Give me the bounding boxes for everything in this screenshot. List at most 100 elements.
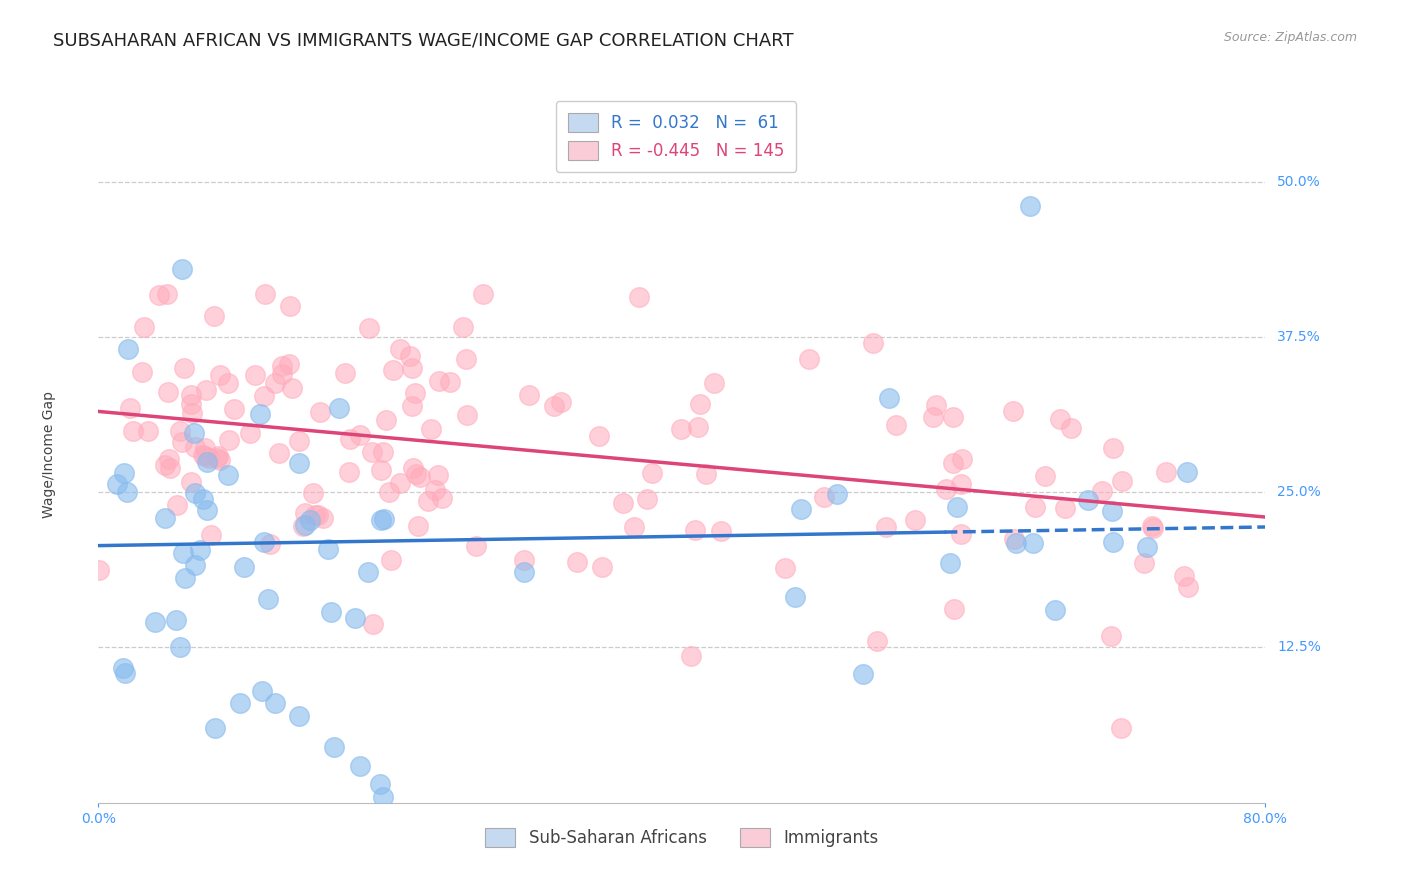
Point (169, 425, 191, 439)
Point (418, 494, 440, 508)
Point (132, 319, 155, 334)
Point (942, 602, 965, 616)
Point (312, 511, 335, 525)
Point (550, 395, 572, 409)
Point (683, 524, 706, 538)
Text: 12.5%: 12.5% (1277, 640, 1322, 655)
Point (195, 503, 218, 517)
Point (1002, 404, 1025, 418)
Point (543, 399, 565, 413)
Point (180, 388, 202, 402)
Point (229, 697, 252, 711)
Point (195, 383, 218, 397)
Point (1043, 603, 1066, 617)
Point (439, 375, 461, 389)
Point (925, 398, 948, 412)
Point (1060, 421, 1083, 435)
Point (1154, 466, 1177, 480)
Point (249, 407, 271, 421)
Point (886, 417, 908, 432)
Point (204, 721, 226, 735)
Point (257, 591, 280, 606)
Point (183, 441, 205, 455)
Point (623, 520, 645, 534)
Legend: Sub-Saharan Africans, Immigrants: Sub-Saharan Africans, Immigrants (475, 818, 889, 857)
Point (1004, 536, 1026, 550)
Text: SUBSAHARAN AFRICAN VS IMMIGRANTS WAGE/INCOME GAP CORRELATION CHART: SUBSAHARAN AFRICAN VS IMMIGRANTS WAGE/IN… (53, 31, 794, 49)
Point (875, 520, 897, 534)
Point (174, 572, 197, 586)
Point (456, 351, 478, 366)
Point (159, 461, 181, 475)
Point (148, 287, 170, 301)
Point (370, 513, 392, 527)
Point (1177, 465, 1199, 479)
Point (1022, 536, 1045, 550)
Point (1002, 532, 1025, 546)
Point (217, 376, 239, 390)
Point (239, 426, 262, 441)
Point (209, 368, 232, 383)
Point (180, 475, 202, 489)
Point (371, 444, 394, 458)
Point (112, 467, 135, 481)
Point (194, 449, 217, 463)
Point (370, 463, 392, 477)
Point (946, 500, 969, 515)
Point (143, 615, 166, 630)
Point (287, 456, 309, 470)
Point (301, 486, 323, 500)
Text: 25.0%: 25.0% (1277, 485, 1320, 500)
Point (180, 406, 202, 420)
Point (402, 461, 425, 475)
Point (114, 666, 136, 681)
Point (866, 633, 889, 648)
Point (588, 428, 610, 442)
Point (349, 758, 371, 772)
Point (264, 697, 287, 711)
Point (406, 519, 429, 533)
Point (200, 528, 222, 542)
Point (156, 287, 179, 301)
Point (404, 386, 426, 401)
Point (368, 777, 391, 791)
Point (299, 513, 322, 527)
Point (217, 468, 239, 483)
Point (1054, 500, 1077, 515)
Point (287, 434, 309, 448)
Point (1142, 519, 1164, 533)
Point (464, 539, 486, 553)
Point (703, 376, 725, 391)
Point (131, 365, 153, 379)
Point (323, 739, 346, 754)
Point (294, 506, 316, 520)
Point (278, 299, 301, 313)
Point (166, 498, 188, 512)
Point (292, 519, 315, 533)
Point (193, 492, 215, 507)
Point (208, 452, 231, 467)
Point (253, 534, 276, 549)
Point (195, 455, 218, 469)
Point (382, 363, 405, 377)
Point (1133, 556, 1156, 570)
Point (288, 708, 311, 723)
Point (427, 374, 450, 388)
Point (375, 413, 398, 427)
Point (294, 518, 316, 533)
Point (173, 361, 195, 376)
Point (304, 508, 326, 522)
Point (316, 541, 339, 556)
Point (278, 357, 301, 371)
Point (401, 361, 423, 376)
Point (333, 367, 356, 381)
Point (942, 456, 965, 470)
Point (191, 448, 214, 462)
Point (950, 451, 973, 466)
Point (254, 287, 277, 301)
Point (513, 566, 536, 580)
Point (250, 684, 273, 698)
Point (1173, 568, 1195, 582)
Point (183, 425, 205, 440)
Point (398, 349, 420, 363)
